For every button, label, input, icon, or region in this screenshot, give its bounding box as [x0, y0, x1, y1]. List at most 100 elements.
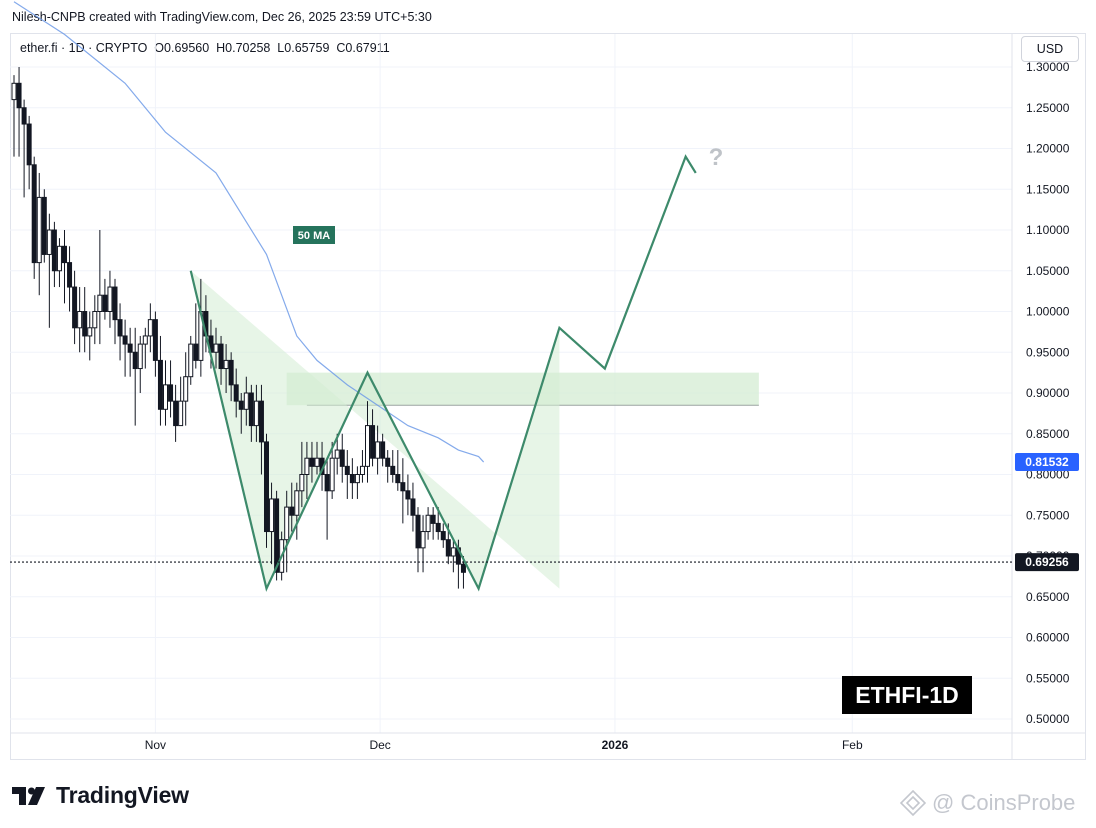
candle [51, 221, 57, 288]
candle [344, 450, 350, 499]
candle [178, 376, 184, 427]
pattern-polyline [189, 154, 697, 592]
candle-body-down [112, 286, 118, 321]
candle-body-up [450, 547, 456, 557]
candle-body-down [370, 425, 376, 459]
price-tick-label: 1.10000 [1026, 223, 1070, 237]
candle [390, 450, 396, 483]
price-tick-label: 1.00000 [1026, 305, 1070, 319]
candle [425, 507, 431, 540]
price-value-tag [1015, 553, 1079, 572]
candle [248, 384, 254, 442]
candle [334, 433, 340, 475]
candle [233, 368, 239, 418]
candle-body-down [289, 506, 295, 516]
candle [142, 327, 148, 369]
ma-value-label: 0.81532 [1025, 455, 1069, 469]
candle-body-down [82, 311, 88, 337]
candle [112, 278, 118, 345]
candle-body-down [62, 245, 67, 264]
candle [294, 482, 300, 540]
candle-body-down [233, 384, 239, 402]
candle-body-down [173, 400, 179, 427]
candle-body-down [26, 123, 32, 166]
candle-body-up [334, 449, 340, 459]
candle [339, 433, 345, 483]
price-tick-label: 1.25000 [1026, 101, 1070, 115]
pattern-path [189, 154, 697, 592]
time-tick-label: Dec [369, 738, 390, 752]
candle [304, 441, 310, 499]
ma-line [13, 1, 485, 463]
candle-body-down [344, 465, 350, 476]
candle [370, 409, 376, 467]
candle-body-up [420, 531, 426, 549]
candle [269, 482, 275, 565]
candle-body-up [36, 196, 42, 264]
candle-body-up [56, 245, 62, 272]
candle-body-down [405, 490, 411, 500]
candle-body-up [425, 514, 431, 533]
candle [385, 450, 391, 483]
candle [107, 270, 113, 328]
candle-body-down [309, 457, 315, 467]
candle-body-up [294, 490, 300, 516]
candle [420, 515, 426, 573]
price-tick-label: 1.05000 [1026, 264, 1070, 278]
price-tick-label: 0.95000 [1026, 345, 1070, 359]
time-axis: Nov Dec 2026 Feb [145, 738, 863, 752]
candle-body-down [51, 229, 57, 272]
candle-body-down [430, 514, 436, 524]
price-tick-label: 0.90000 [1026, 386, 1070, 400]
candle [92, 295, 98, 345]
candle [122, 319, 128, 377]
symbol-badge [842, 676, 972, 714]
candle-body-down [228, 359, 234, 386]
candle [132, 327, 138, 426]
candle [147, 303, 153, 353]
candle [405, 474, 411, 516]
candle [117, 303, 123, 361]
candle [380, 433, 386, 467]
candle [440, 523, 446, 548]
candle [415, 507, 421, 573]
candle-body-down [264, 441, 269, 533]
pattern-fill-area [190, 270, 560, 589]
tradingview-logo-text: TradingView [56, 782, 189, 808]
candle [299, 441, 305, 508]
watermark-text: @ CoinsProbe [932, 790, 1076, 815]
candle-body-up [354, 474, 360, 484]
candle [26, 115, 32, 190]
candle-body-up [188, 343, 194, 378]
candle-body-up [299, 474, 305, 492]
candle-body-up [359, 465, 365, 476]
currency-button[interactable]: USD [1021, 36, 1079, 62]
candle [314, 441, 320, 475]
candle-body-down [339, 449, 345, 467]
candle-body-down [168, 384, 174, 402]
candle [102, 278, 108, 320]
price-tick-label: 1.20000 [1026, 142, 1070, 156]
candle-body-up [183, 376, 189, 402]
candle-body-down [349, 474, 355, 484]
candle [450, 539, 456, 573]
candle-body-down [16, 82, 22, 109]
symbol-badge-label: ETHFI-1D [855, 682, 959, 708]
candle-body-up [269, 498, 275, 533]
candle [77, 287, 83, 353]
candle-body-down [385, 457, 391, 467]
candle [56, 238, 62, 288]
candle [46, 213, 52, 328]
candle-body-up [365, 425, 370, 467]
candle-body-up [314, 457, 320, 467]
candle [238, 393, 244, 434]
candle-body-up [107, 286, 113, 312]
candle-body-down [435, 522, 441, 533]
candle [284, 490, 290, 573]
price-tick-label: 0.60000 [1026, 631, 1070, 645]
candle [354, 466, 360, 499]
candle-body-up [46, 229, 52, 255]
candle [400, 458, 406, 524]
candle [87, 311, 93, 361]
